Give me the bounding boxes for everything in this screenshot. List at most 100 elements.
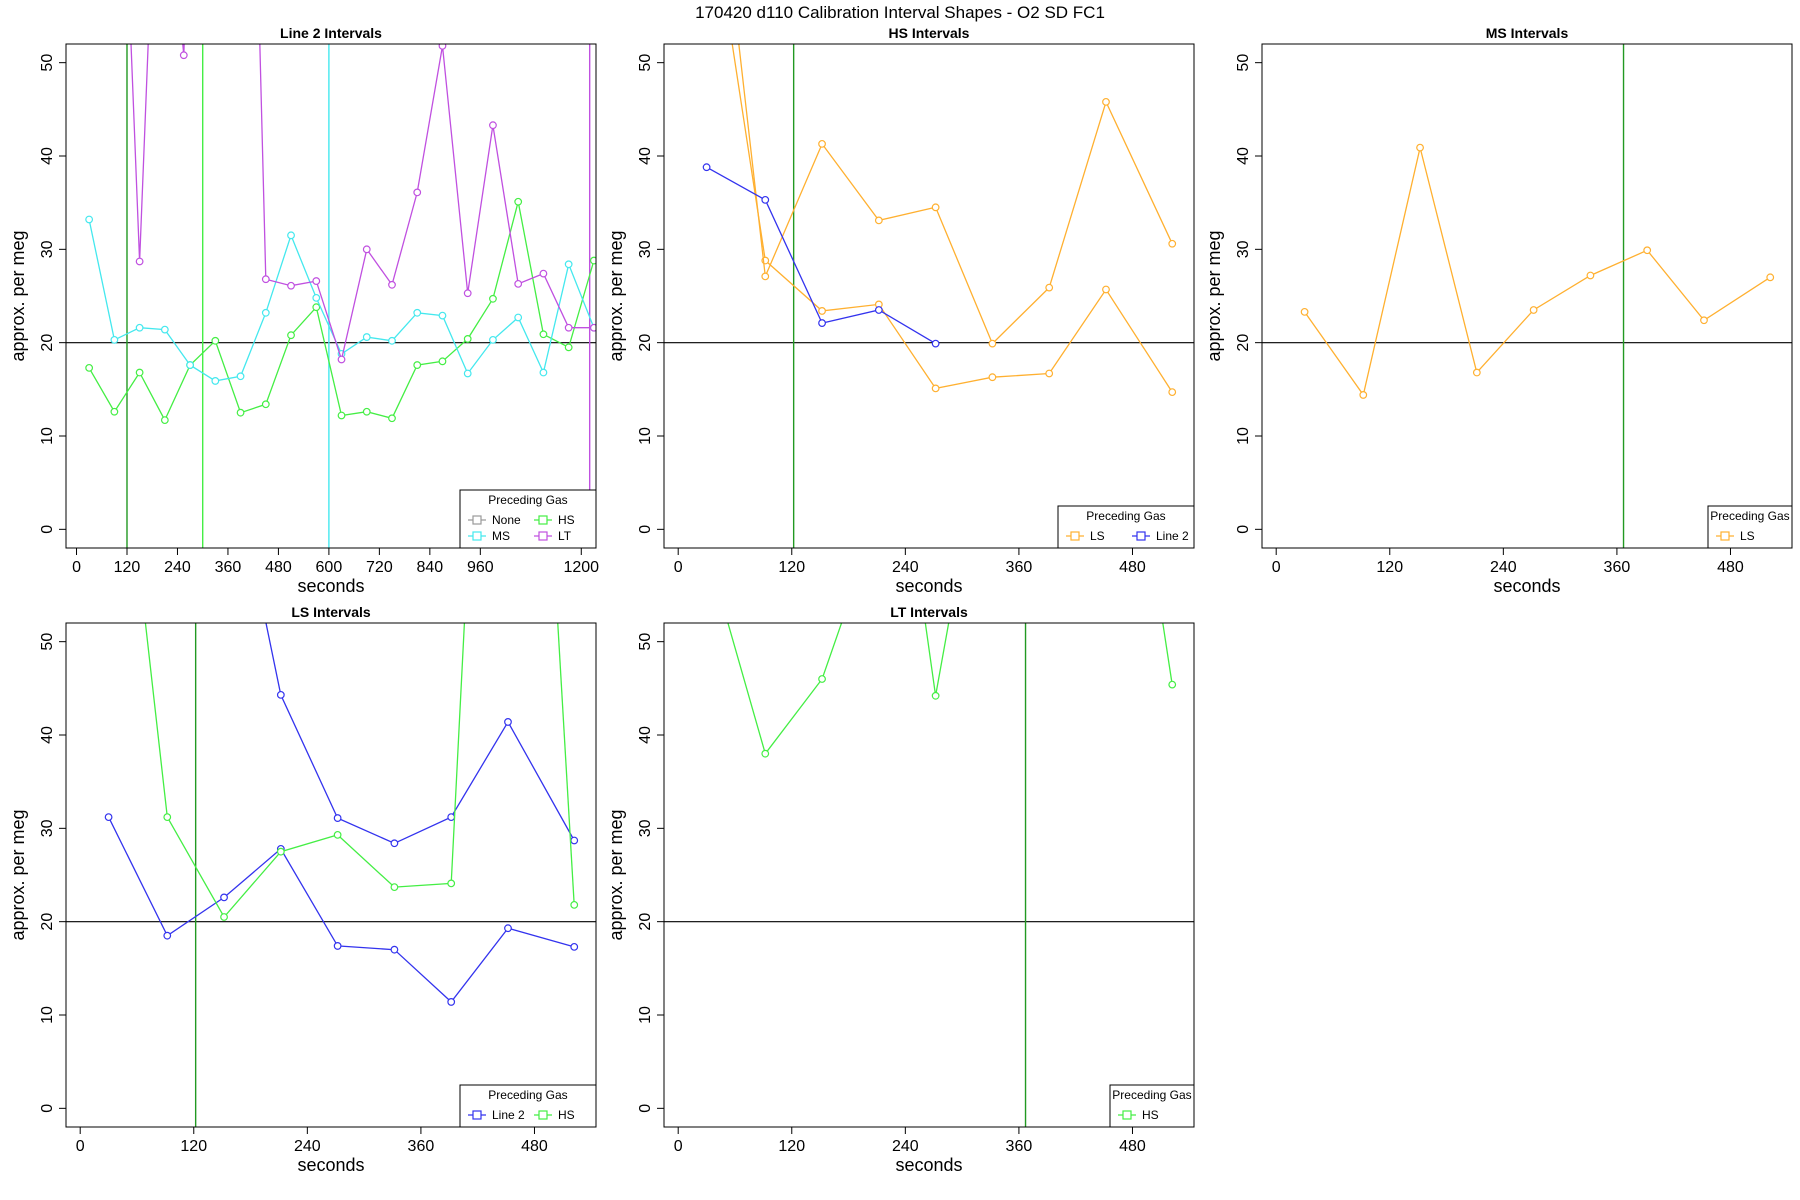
data-point	[388, 280, 396, 289]
y-tick-label: 50	[637, 633, 654, 651]
y-axis-label: approx. per meg	[1204, 230, 1224, 361]
data-point	[570, 836, 579, 845]
data-point	[276, 690, 285, 699]
data-point	[1168, 239, 1177, 248]
plots: Line 2 Intervals 0 120 240 360 480 600 720 840 96…	[8, 25, 1793, 1175]
plot-area	[664, 44, 1194, 548]
y-tick-label: 50	[637, 54, 654, 72]
legend-title: Preceding Gas	[1710, 509, 1789, 523]
y-tick-label: 40	[637, 726, 654, 744]
data-point	[1359, 391, 1368, 399]
y-tick-label: 20	[637, 913, 654, 931]
data-point	[514, 197, 523, 206]
data-point	[931, 691, 940, 700]
y-tick-label: 0	[637, 525, 654, 534]
data-point	[312, 303, 321, 312]
series-line-line-2	[706, 166, 936, 345]
data-point	[261, 400, 270, 409]
legend: Preceding Gas HS	[1109, 1084, 1195, 1128]
x-tick-label: 0	[674, 559, 683, 576]
legend-swatch-marker	[472, 531, 482, 541]
data-point	[85, 215, 94, 224]
data-point	[276, 847, 285, 856]
data-point	[504, 924, 512, 933]
data-point	[874, 216, 883, 225]
data-point	[333, 942, 342, 950]
data-point	[818, 319, 826, 327]
data-point	[438, 357, 447, 366]
data-point	[337, 411, 346, 420]
data-point	[1045, 369, 1054, 378]
x-axis-label: seconds	[1493, 576, 1560, 596]
y-tick-label: 40	[1235, 147, 1252, 165]
y-tick-label: 30	[637, 819, 654, 837]
x-axis-label: seconds	[297, 1155, 364, 1175]
data-point	[186, 361, 194, 369]
data-point	[539, 368, 548, 377]
series-line-hs	[727, 623, 843, 756]
plot-frame	[663, 43, 1195, 549]
data-point	[589, 256, 596, 265]
data-point	[489, 294, 497, 303]
data-point	[135, 368, 144, 377]
x-tick-label: 120	[778, 1138, 805, 1155]
x-tick-label: 0	[1272, 559, 1281, 576]
data-point	[1102, 285, 1110, 294]
data-point	[160, 416, 169, 425]
data-point	[236, 372, 245, 381]
data-point	[931, 203, 940, 212]
x-tick-label: 480	[1717, 559, 1744, 576]
legend-title: Preceding Gas	[488, 1088, 567, 1102]
y-tick-label: 20	[637, 334, 654, 352]
x-tick-label: 0	[76, 1138, 85, 1155]
data-point	[1045, 283, 1054, 292]
series-line-hs	[924, 623, 950, 696]
data-point	[463, 335, 472, 343]
y-tick-label: 40	[39, 147, 56, 165]
data-point	[390, 945, 399, 954]
y-tick-label: 20	[39, 913, 56, 931]
y-tick-label: 0	[39, 1104, 56, 1113]
data-point	[447, 813, 456, 822]
legend-entry-label: None	[492, 513, 521, 527]
x-tick-label: 360	[1604, 559, 1631, 576]
data-point	[413, 188, 422, 197]
legend-swatch-marker	[472, 515, 482, 525]
y-tick-label: 30	[637, 240, 654, 258]
data-point	[160, 325, 169, 334]
x-tick-label: 240	[164, 559, 191, 576]
y-axis-label: approx. per meg	[606, 230, 626, 361]
data-point	[261, 308, 270, 317]
data-point	[1300, 307, 1309, 316]
legend-box	[1057, 505, 1195, 549]
legend-entry-label: HS	[1142, 1108, 1159, 1122]
data-point	[287, 231, 295, 240]
data-point	[362, 407, 371, 416]
series-line-ls	[1304, 147, 1771, 397]
y-tick-label: 30	[1235, 240, 1252, 258]
data-point	[761, 195, 770, 204]
data-point	[818, 307, 826, 315]
data-point	[463, 289, 472, 298]
x-tick-label: 480	[1119, 559, 1146, 576]
data-point	[388, 414, 396, 423]
data-point	[463, 369, 472, 378]
x-axis-label: seconds	[297, 576, 364, 596]
x-tick-label: 120	[114, 559, 141, 576]
data-point	[211, 377, 220, 385]
x-tick-label: 480	[1119, 1138, 1146, 1155]
y-tick-label: 10	[39, 1006, 56, 1024]
y-axis-label: approx. per meg	[8, 809, 28, 940]
chart-title: LS Intervals	[291, 604, 371, 620]
legend-entry-label: LS	[1740, 529, 1755, 543]
y-tick-label: 50	[1235, 54, 1252, 72]
legend-swatch-marker	[1136, 531, 1146, 541]
data-point	[818, 675, 826, 683]
data-point	[818, 139, 826, 148]
data-point	[539, 269, 548, 278]
legend-swatch-marker	[472, 1110, 482, 1120]
series-line-hs	[1162, 623, 1173, 685]
x-tick-label: 120	[778, 559, 805, 576]
data-point	[514, 313, 523, 322]
x-tick-label: 120	[180, 1138, 207, 1155]
